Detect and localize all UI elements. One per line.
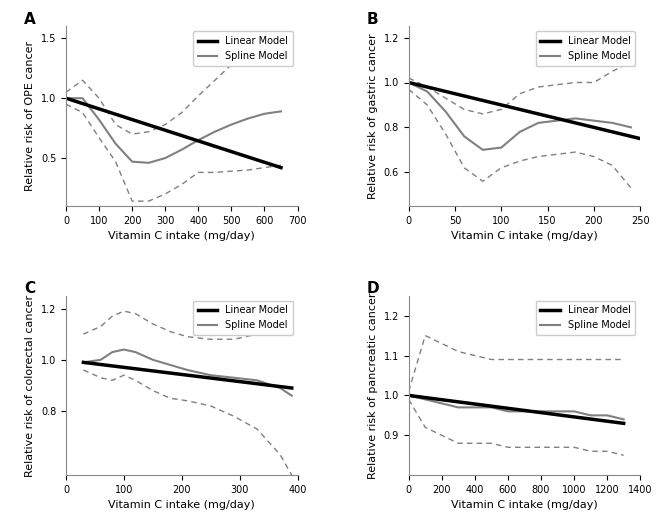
Y-axis label: Relative risk of colorectal cancer: Relative risk of colorectal cancer	[25, 295, 36, 476]
X-axis label: Vitamin C intake (mg/day): Vitamin C intake (mg/day)	[108, 501, 255, 511]
Text: B: B	[367, 12, 379, 27]
X-axis label: Vitamin C intake (mg/day): Vitamin C intake (mg/day)	[451, 501, 598, 511]
Legend: Linear Model, Spline Model: Linear Model, Spline Model	[193, 300, 292, 335]
Text: D: D	[367, 281, 380, 296]
Text: C: C	[24, 281, 36, 296]
Y-axis label: Relative risk of pancreatic cancer: Relative risk of pancreatic cancer	[368, 292, 378, 479]
Text: A: A	[24, 12, 36, 27]
Legend: Linear Model, Spline Model: Linear Model, Spline Model	[535, 31, 636, 66]
X-axis label: Vitamin C intake (mg/day): Vitamin C intake (mg/day)	[451, 231, 598, 241]
Legend: Linear Model, Spline Model: Linear Model, Spline Model	[535, 300, 636, 335]
Legend: Linear Model, Spline Model: Linear Model, Spline Model	[193, 31, 292, 66]
X-axis label: Vitamin C intake (mg/day): Vitamin C intake (mg/day)	[108, 231, 255, 241]
Y-axis label: Relative risk of gastric cancer: Relative risk of gastric cancer	[368, 33, 378, 199]
Y-axis label: Relative risk of OPE cancer: Relative risk of OPE cancer	[25, 41, 36, 191]
